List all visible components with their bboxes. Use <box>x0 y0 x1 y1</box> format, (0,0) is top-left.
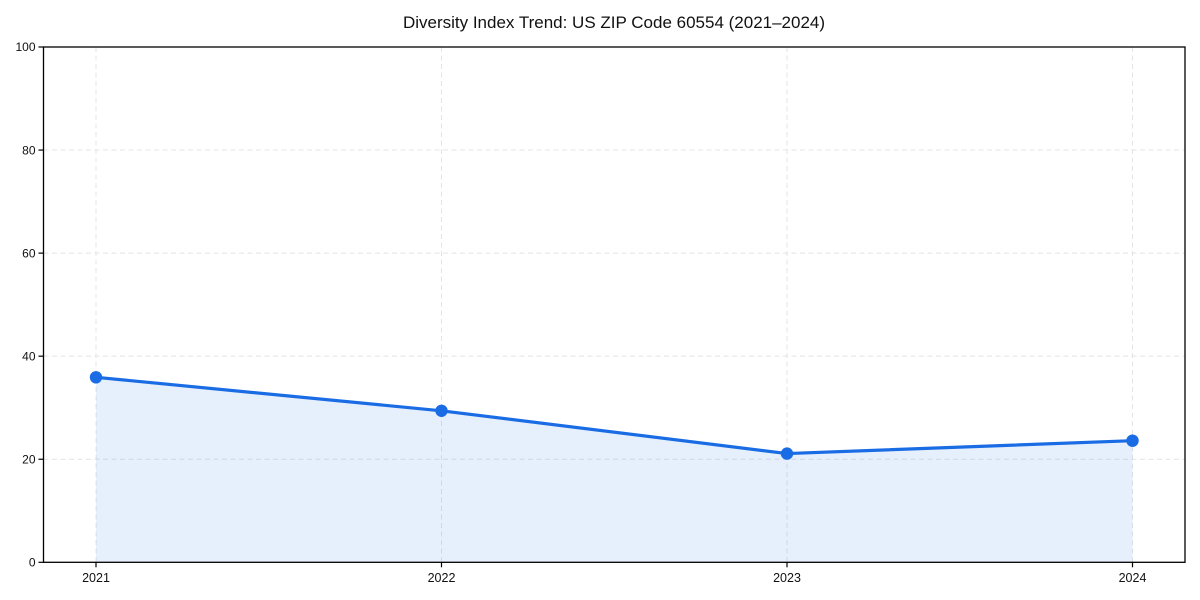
data-point-marker <box>1126 434 1139 447</box>
y-axis-tick-label: 0 <box>29 556 36 570</box>
y-axis-tick-label: 20 <box>22 452 36 466</box>
y-axis-tick-label: 80 <box>22 143 36 157</box>
trend-line <box>94 375 1135 456</box>
y-axis-tick-label: 100 <box>15 40 35 54</box>
x-axis-tick-label: 2021 <box>82 571 110 585</box>
axis-frame <box>42 46 1186 563</box>
data-point-marker <box>780 447 794 460</box>
y-axis-tick-label: 60 <box>22 246 36 260</box>
data-point-marker <box>435 404 448 418</box>
x-axis-tick-label: 2022 <box>428 571 456 585</box>
x-axis-tick-label: 2024 <box>1119 571 1147 585</box>
data-point-marker <box>89 371 103 384</box>
area-fill <box>96 377 1133 563</box>
y-axis-tick-label: 40 <box>22 349 36 363</box>
x-axis-tick-label: 2023 <box>773 571 801 585</box>
chart-title: Diversity Index Trend: US ZIP Code 60554… <box>402 13 826 32</box>
